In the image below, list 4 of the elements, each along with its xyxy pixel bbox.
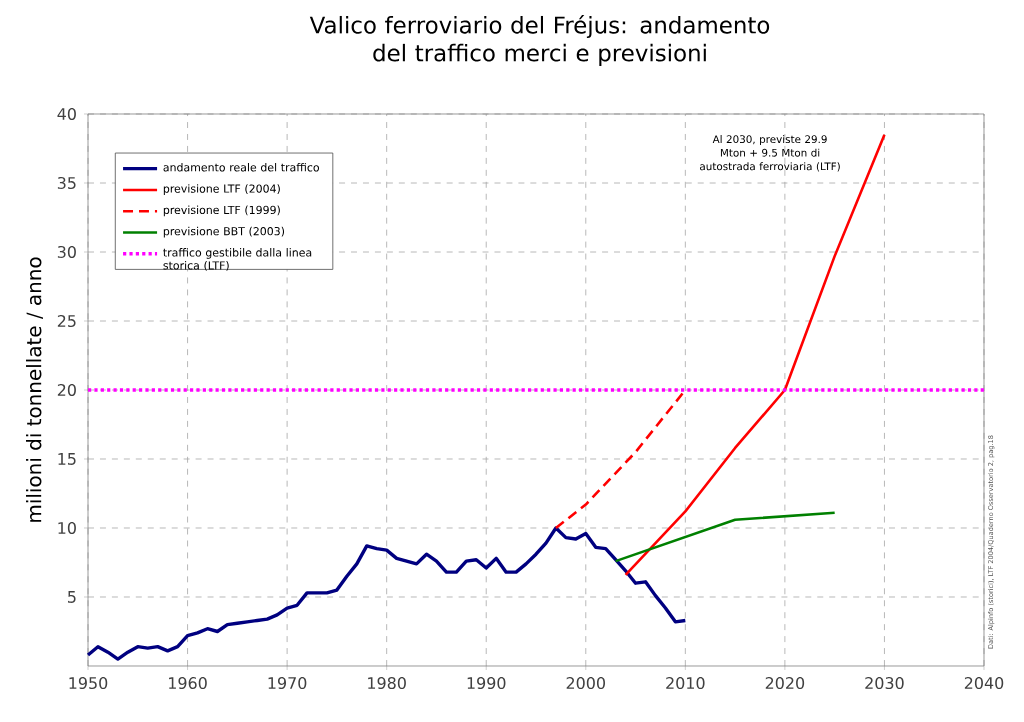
line-series	[554, 388, 687, 530]
chart-title: Valico ferroviario del Fréjus: andamento del traffico merci e previsioni	[309, 15, 770, 67]
line-series	[624, 133, 886, 577]
y-axis-title: milioni di tonnellate / anno	[26, 257, 43, 522]
